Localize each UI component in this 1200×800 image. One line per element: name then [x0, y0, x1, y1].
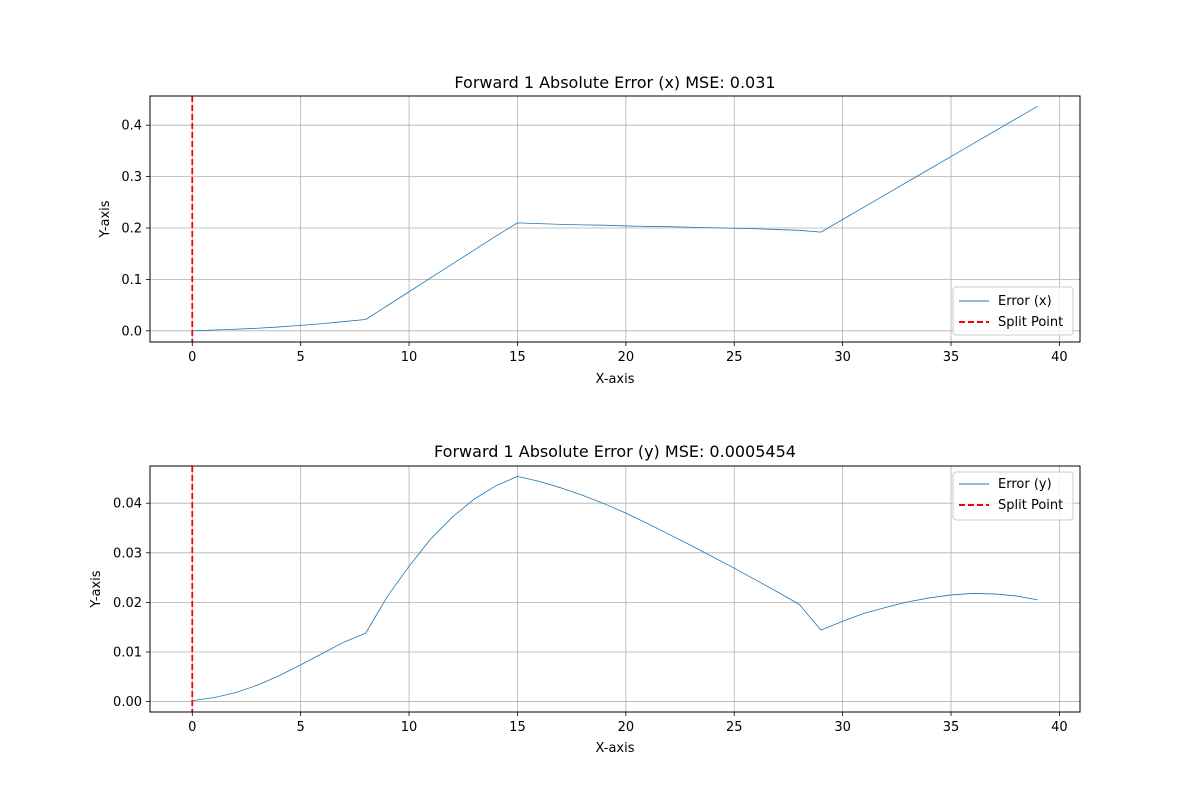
y-tick-label: 0.02	[113, 596, 142, 611]
x-tick-label: 15	[509, 720, 526, 735]
legend-label-split: Split Point	[998, 315, 1063, 330]
x-tick-label: 20	[618, 720, 635, 735]
y-tick-label: 0.03	[113, 546, 142, 561]
series-line-error	[192, 105, 1038, 332]
x-tick-label: 5	[297, 350, 305, 365]
y-tick-label: 0.01	[113, 645, 142, 660]
chart-title: Forward 1 Absolute Error (x) MSE: 0.031	[454, 73, 775, 92]
legend: Error (y) Split Point	[952, 471, 1074, 521]
x-axis-label: X-axis	[596, 372, 635, 387]
x-tick-label: 35	[943, 720, 960, 735]
x-tick-label: 5	[297, 720, 305, 735]
x-tick-label: 0	[188, 350, 196, 365]
x-tick-label: 25	[726, 350, 743, 365]
legend-label-error: Error (y)	[998, 477, 1052, 492]
legend-label-error: Error (x)	[998, 294, 1052, 309]
x-tick-label: 25	[726, 720, 743, 735]
y-tick-label: 0.1	[121, 273, 142, 288]
x-tick-label: 0	[188, 720, 196, 735]
subplot-x-error: Forward 1 Absolute Error (x) MSE: 0.031 …	[98, 73, 1081, 387]
axes-frame	[149, 95, 1081, 343]
x-tick-label: 30	[834, 350, 851, 365]
x-tick-label: 20	[618, 350, 635, 365]
legend: Error (x) Split Point	[952, 286, 1074, 336]
grid	[150, 96, 1080, 342]
series-line-error	[192, 476, 1038, 701]
y-tick-label: 0.04	[113, 497, 142, 512]
x-tick-label: 15	[509, 350, 526, 365]
x-tick-label: 40	[1051, 720, 1068, 735]
legend-label-split: Split Point	[998, 498, 1063, 513]
x-tick-label: 40	[1051, 350, 1068, 365]
chart-title: Forward 1 Absolute Error (y) MSE: 0.0005…	[434, 442, 796, 461]
y-tick-label: 0.2	[121, 221, 142, 236]
y-tick-label: 0.0	[121, 324, 142, 339]
axes-frame	[149, 465, 1081, 713]
y-tick-label: 0.4	[121, 119, 142, 134]
x-tick-label: 30	[834, 720, 851, 735]
y-axis-label: Y-axis	[98, 200, 113, 238]
data-layer	[191, 96, 1038, 342]
x-tick-label: 10	[401, 350, 418, 365]
y-tick-label: 0.3	[121, 170, 142, 185]
x-tick-label: 35	[943, 350, 960, 365]
y-axis-label: Y-axis	[89, 570, 104, 608]
y-tick-label: 0.00	[113, 695, 142, 710]
subplot-y-error: Forward 1 Absolute Error (y) MSE: 0.0005…	[89, 442, 1081, 756]
ticks: 0 5 10 15 20 25 30 35 40 0.0 0.1 0.2 0.3 0.4	[121, 119, 1067, 365]
ticks: 0 5 10 15 20 25 30 35 40 0.00 0.01 0.02 0.03 0.04	[113, 497, 1068, 735]
x-tick-label: 10	[401, 720, 418, 735]
x-axis-label: X-axis	[596, 741, 635, 756]
data-layer	[191, 466, 1038, 712]
